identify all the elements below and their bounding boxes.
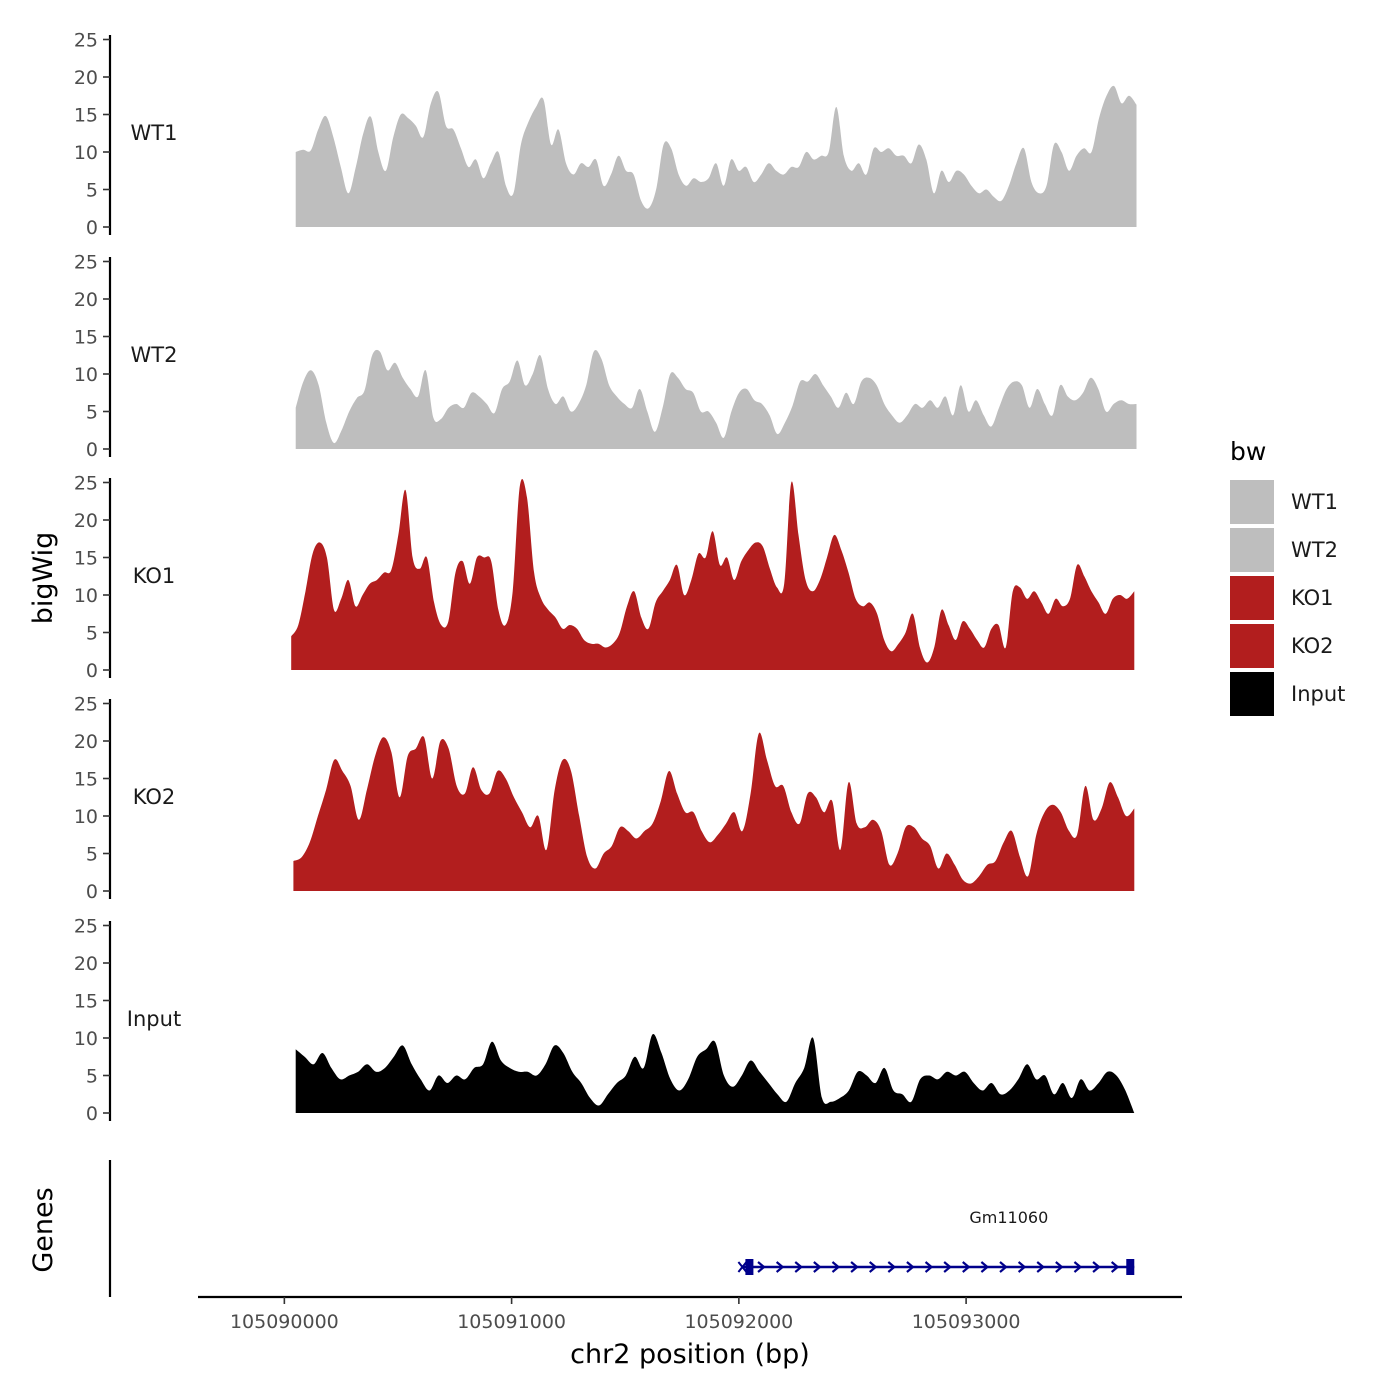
y-tick-label: 5 bbox=[86, 180, 98, 202]
legend-label: WT1 bbox=[1291, 490, 1338, 514]
y-tick-label: 5 bbox=[86, 623, 98, 645]
gene-gm11060: Gm11060 bbox=[737, 1208, 1135, 1275]
y-tick-label: 20 bbox=[74, 731, 98, 753]
y-tick-label: 0 bbox=[86, 439, 98, 461]
strand-arrow bbox=[999, 1261, 1008, 1273]
track-wt1: 0 5 10 15 20 25 WT1 bbox=[74, 30, 1137, 239]
gene-exon bbox=[745, 1259, 754, 1275]
legend-swatch bbox=[1230, 480, 1274, 524]
coverage-area-input bbox=[295, 1033, 1135, 1113]
y-tick-label: 0 bbox=[86, 217, 98, 239]
x-tick-label: 105090000 bbox=[230, 1311, 339, 1333]
y-tick-label: 25 bbox=[74, 30, 98, 52]
genes-layer: Gm11060 bbox=[108, 1160, 1135, 1297]
y-tick-label: 5 bbox=[86, 402, 98, 424]
legend-swatch bbox=[1230, 528, 1274, 572]
coverage-area-ko1 bbox=[291, 479, 1135, 670]
strand-arrow bbox=[906, 1261, 915, 1273]
gene-start-mark bbox=[737, 1261, 748, 1273]
y-tick-label: 5 bbox=[86, 844, 98, 866]
strand-arrow bbox=[1036, 1261, 1045, 1273]
y-tick-label: 0 bbox=[86, 881, 98, 903]
track-ko2: 0 5 10 15 20 25 KO2 bbox=[74, 694, 1135, 903]
strand-arrow bbox=[924, 1261, 934, 1273]
y-tick-label: 10 bbox=[74, 142, 98, 164]
legend-label: WT2 bbox=[1291, 538, 1338, 562]
y-tick-label: 25 bbox=[74, 252, 98, 274]
legend-label: KO1 bbox=[1291, 586, 1334, 610]
legend-item-wt1: WT1 bbox=[1230, 480, 1338, 524]
y-tick-label: 15 bbox=[74, 769, 98, 791]
y-tick-label: 20 bbox=[74, 289, 98, 311]
y-tick-label: 10 bbox=[74, 1028, 98, 1050]
y-tick-label: 20 bbox=[74, 67, 98, 89]
track-label: WT2 bbox=[131, 343, 178, 367]
track-label: KO2 bbox=[133, 785, 176, 809]
coverage-area-wt2 bbox=[295, 349, 1137, 449]
legend: bw WT1 WT2 KO1 KO2 Input bbox=[1230, 437, 1345, 716]
strand-arrow bbox=[1017, 1261, 1027, 1273]
strand-arrow bbox=[850, 1261, 859, 1273]
y-tick-label: 0 bbox=[86, 660, 98, 682]
strand-arrow bbox=[1092, 1261, 1101, 1273]
strand-arrow bbox=[962, 1261, 971, 1273]
y-tick-label: 0 bbox=[86, 1103, 98, 1125]
y-axis-title: bigWig bbox=[28, 532, 59, 625]
coverage-area-wt1 bbox=[295, 85, 1137, 228]
y-tick-label: 20 bbox=[74, 510, 98, 532]
legend-label: KO2 bbox=[1291, 634, 1334, 658]
legend-item-ko1: KO1 bbox=[1230, 576, 1334, 620]
y-tick-label: 15 bbox=[74, 327, 98, 349]
strand-arrow bbox=[1073, 1261, 1083, 1273]
genes-axis-title: Genes bbox=[28, 1187, 59, 1272]
x-tick-label: 105091000 bbox=[457, 1311, 566, 1333]
y-tick-label: 15 bbox=[74, 105, 98, 127]
legend-swatch bbox=[1230, 624, 1274, 668]
gene-label: Gm11060 bbox=[969, 1208, 1048, 1227]
legend-swatch bbox=[1230, 672, 1274, 716]
track-label: Input bbox=[127, 1007, 181, 1031]
y-tick-label: 5 bbox=[86, 1066, 98, 1088]
y-tick-label: 10 bbox=[74, 364, 98, 386]
y-tick-label: 15 bbox=[74, 548, 98, 570]
track-label: KO1 bbox=[133, 564, 176, 588]
y-tick-label: 10 bbox=[74, 585, 98, 607]
x-tick-label: 105093000 bbox=[912, 1311, 1021, 1333]
y-tick-label: 15 bbox=[74, 991, 98, 1013]
track-wt2: 0 5 10 15 20 25 WT2 bbox=[74, 252, 1137, 461]
track-input: 0 5 10 15 20 25 Input bbox=[74, 916, 1135, 1125]
strand-arrow bbox=[868, 1261, 878, 1273]
track-ko1: 0 5 10 15 20 25 KO1 bbox=[74, 473, 1135, 682]
legend-item-wt2: WT2 bbox=[1230, 528, 1338, 572]
y-tick-label: 25 bbox=[74, 694, 98, 716]
track-label: WT1 bbox=[131, 121, 178, 145]
y-tick-label: 25 bbox=[74, 473, 98, 495]
legend-swatch bbox=[1230, 576, 1274, 620]
legend-item-ko2: KO2 bbox=[1230, 624, 1334, 668]
strand-arrow bbox=[794, 1261, 803, 1273]
legend-label: Input bbox=[1291, 682, 1345, 706]
gene-exon bbox=[1126, 1259, 1135, 1275]
strand-arrow bbox=[813, 1261, 822, 1273]
strand-arrow bbox=[757, 1261, 766, 1273]
strand-arrow bbox=[887, 1261, 897, 1273]
strand-arrow bbox=[980, 1261, 990, 1273]
x-axis-title: chr2 position (bp) bbox=[570, 1339, 810, 1370]
strand-arrow bbox=[1055, 1261, 1064, 1273]
coverage-area-ko2 bbox=[293, 732, 1135, 891]
x-axis: 105090000 105091000 105092000 105093000 bbox=[198, 1295, 1182, 1333]
legend-item-input: Input bbox=[1230, 672, 1345, 716]
strand-arrow bbox=[1110, 1261, 1120, 1273]
y-tick-label: 10 bbox=[74, 806, 98, 828]
x-tick-label: 105092000 bbox=[684, 1311, 793, 1333]
strand-arrow bbox=[775, 1261, 785, 1273]
y-tick-label: 20 bbox=[74, 953, 98, 975]
strand-arrow bbox=[831, 1261, 841, 1273]
tracks-layer: 0510152025WT10510152025WT20510152025KO10… bbox=[74, 30, 1137, 1125]
y-tick-label: 25 bbox=[74, 916, 98, 938]
legend-title: bw bbox=[1230, 437, 1266, 466]
strand-arrow bbox=[943, 1261, 952, 1273]
